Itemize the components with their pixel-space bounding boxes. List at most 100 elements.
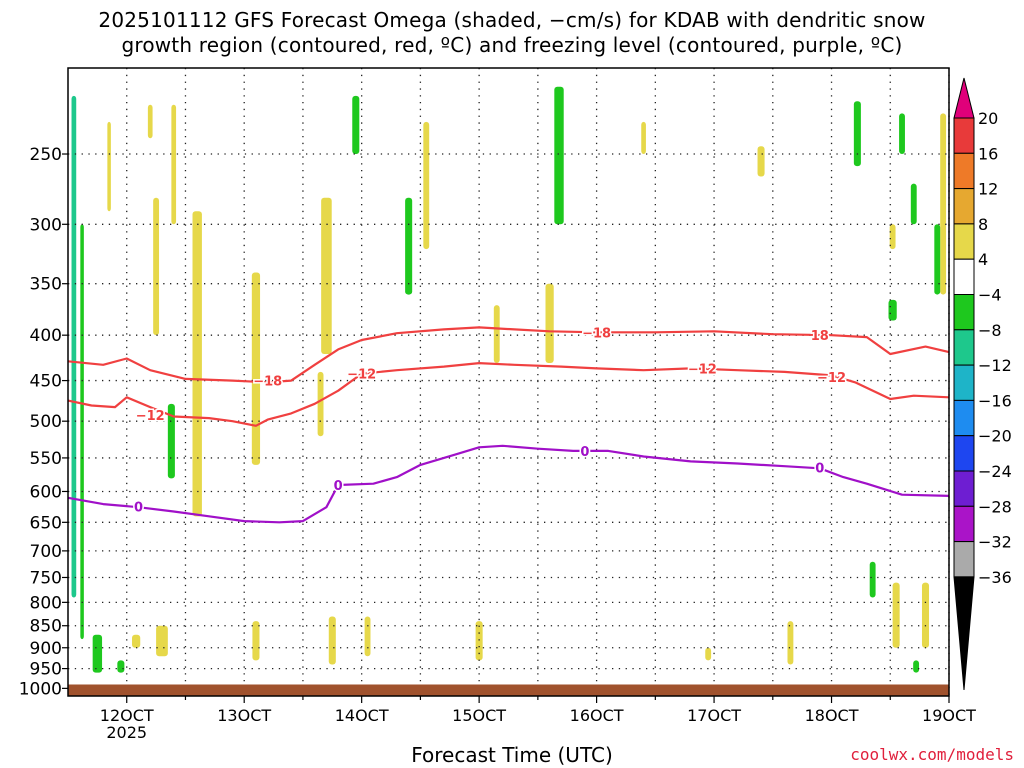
contour-label: −12 — [347, 368, 376, 383]
omega-shade — [167, 403, 175, 479]
colorbar-label: 16 — [978, 144, 998, 163]
colorbar: 20 16 12 8 4 −4 −8 −12 −16 −20 −24 −28 −32 −36 — [953, 77, 1012, 691]
y-tick-label: 650 — [30, 513, 62, 533]
y-tick-label: 300 — [30, 215, 62, 235]
contour-label: −12 — [817, 371, 846, 386]
omega-shade — [934, 224, 941, 295]
contour-line — [67, 326, 950, 384]
chart-title-line2: growth region (contoured, red, ºC) and f… — [121, 33, 903, 57]
colorbar-label: −8 — [978, 321, 1002, 340]
omega-shade — [913, 660, 920, 673]
colorbar-segment — [953, 117, 975, 154]
x-year-label: 2025 — [106, 723, 147, 742]
x-axis-label: Forecast Time (UTC) — [411, 743, 613, 767]
colorbar-segment — [953, 470, 975, 507]
omega-shade — [364, 616, 371, 657]
colorbar-segment — [953, 188, 975, 225]
omega-shade — [405, 197, 413, 295]
colorbar-top-arrow — [953, 77, 975, 119]
omega-shade — [899, 113, 905, 155]
colorbar-bottom-arrow — [953, 576, 975, 691]
contour-line — [67, 362, 950, 427]
contour-label: −12 — [136, 409, 165, 424]
omega-shade — [889, 224, 896, 250]
colorbar-label: −32 — [978, 533, 1012, 552]
colorbar-segment — [953, 258, 975, 296]
colorbar-label: −24 — [978, 462, 1012, 481]
y-tick-label: 750 — [30, 568, 62, 588]
x-tick-label: 18OCT — [805, 706, 859, 725]
omega-shade — [910, 183, 917, 225]
colorbar-label: −12 — [978, 356, 1012, 375]
omega-shade — [892, 582, 900, 648]
chart-title-line1: 2025101112 GFS Forecast Omega (shaded, −… — [98, 8, 926, 32]
colorbar-segment — [953, 364, 975, 401]
x-tick-label: 17OCT — [687, 706, 741, 725]
contour-line — [67, 444, 950, 524]
omega-shade — [80, 224, 84, 640]
y-tick-label: 1000 — [19, 679, 62, 699]
omega-shade — [869, 561, 876, 598]
contour-labels: −18 −12 −12 −18 −12 18 −12 0 0 0 0 — [132, 325, 847, 517]
y-tick-label: 450 — [30, 372, 62, 392]
contour-label: −18 — [582, 326, 611, 341]
x-tick-label: 14OCT — [335, 706, 389, 725]
colorbar-label: −16 — [978, 391, 1012, 410]
colorbar-label: 12 — [978, 180, 998, 199]
contour-label: 0 — [580, 445, 589, 460]
omega-shade — [423, 121, 430, 250]
ground-layer — [68, 684, 949, 696]
omega-shade — [545, 283, 554, 364]
colorbar-label: −20 — [978, 427, 1012, 446]
colorbar-label: 8 — [978, 215, 988, 234]
y-tick-label: 250 — [30, 145, 62, 165]
colorbar-segment — [953, 152, 975, 190]
omega-shade — [92, 634, 103, 673]
colorbar-segment — [953, 541, 975, 578]
colorbar-label: 20 — [978, 109, 998, 128]
omega-shade — [641, 121, 646, 155]
colorbar-label: −28 — [978, 497, 1012, 516]
omega-shade — [328, 616, 336, 665]
colorbar-segment — [953, 223, 975, 260]
contour-lines — [67, 326, 950, 524]
omega-shade — [554, 86, 564, 225]
contour-label: 0 — [134, 501, 143, 516]
y-tick-label: 550 — [30, 449, 62, 469]
omega-shade — [921, 582, 930, 648]
omega-shading — [71, 86, 947, 673]
x-tick-label: 16OCT — [570, 706, 624, 725]
omega-shade — [705, 647, 712, 661]
omega-shade — [71, 95, 77, 598]
omega-shade — [117, 660, 125, 673]
ground-fill — [68, 684, 949, 696]
x-tick-label: 15OCT — [452, 706, 506, 725]
y-tick-label: 500 — [30, 412, 62, 432]
colorbar-label: 4 — [978, 250, 988, 269]
x-tick-label: 13OCT — [217, 706, 271, 725]
y-tick-label: 700 — [30, 542, 62, 562]
y-tick-label: 800 — [30, 593, 62, 613]
y-tick-label: 600 — [30, 482, 62, 502]
y-tick-label: 350 — [30, 275, 62, 295]
credit-text: coolwx.com/models — [850, 745, 1014, 764]
omega-shade — [493, 305, 500, 364]
x-tick-label: 12OCT — [100, 706, 154, 725]
colorbar-segment — [953, 294, 975, 331]
omega-shade — [252, 621, 260, 661]
colorbar-label: −4 — [978, 286, 1002, 305]
y-tick-label: 400 — [30, 326, 62, 346]
omega-shade — [171, 104, 177, 225]
omega-shade — [475, 621, 483, 661]
x-axis: 12OCT 13OCT 14OCT 15OCT 16OCT 17OCT 18OCT 19OCT… — [100, 696, 976, 742]
colorbar-label: −36 — [978, 568, 1012, 587]
y-tick-label: 850 — [30, 617, 62, 637]
x-tick-label: 19OCT — [922, 706, 976, 725]
contour-label: 18 — [811, 329, 829, 344]
contour-label: −12 — [688, 362, 717, 377]
omega-shade — [888, 299, 897, 321]
colorbar-segment — [953, 329, 975, 366]
y-tick-label: 950 — [30, 660, 62, 680]
contour-label: −18 — [253, 375, 282, 390]
